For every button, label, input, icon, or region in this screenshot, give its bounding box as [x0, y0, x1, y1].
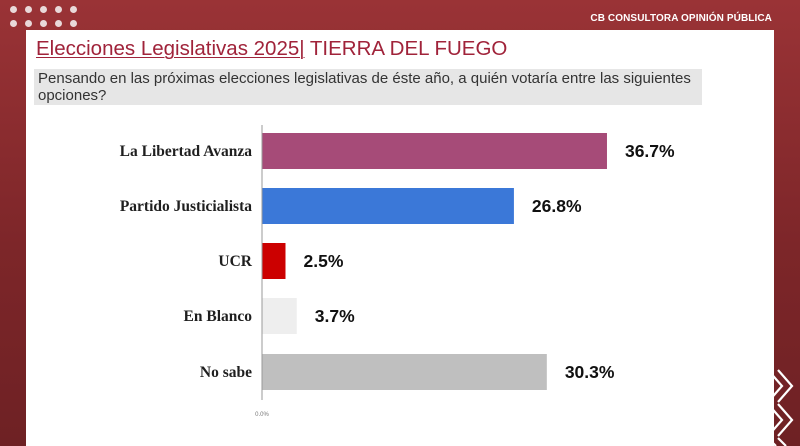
- survey-question: Pensando en las próximas elecciones legi…: [34, 69, 702, 105]
- dot: [40, 6, 47, 13]
- value-label: 3.7%: [315, 306, 355, 326]
- value-label: 26.8%: [532, 196, 582, 216]
- content-card: Elecciones Legislativas 2025| TIERRA DEL…: [26, 30, 774, 446]
- dot: [25, 6, 32, 13]
- dot: [10, 6, 17, 13]
- value-label: 30.3%: [565, 362, 615, 382]
- brand-name: CB CONSULTORA OPINIÓN PÚBLICA: [590, 13, 772, 24]
- dot: [40, 20, 47, 27]
- dot: [25, 20, 32, 27]
- x-tick-label: 0.0%: [255, 412, 269, 418]
- bar: [262, 188, 514, 224]
- category-label: En Blanco: [184, 308, 253, 325]
- category-label: No sabe: [200, 364, 252, 381]
- bar: [262, 133, 607, 169]
- bar: [262, 354, 547, 390]
- dot: [70, 20, 77, 27]
- value-label: 36.7%: [625, 141, 675, 161]
- bar: [262, 298, 297, 334]
- category-label: La Libertad Avanza: [120, 143, 253, 160]
- dot: [70, 6, 77, 13]
- bar: [262, 243, 286, 279]
- category-label: Partido Justicialista: [120, 198, 252, 215]
- value-label: 2.5%: [304, 251, 344, 271]
- bar-chart: La Libertad Avanza 36.7% Partido Justicial…: [120, 125, 675, 418]
- dot: [10, 20, 17, 27]
- category-label: UCR: [218, 253, 252, 270]
- title-region: TIERRA DEL FUEGO: [304, 37, 508, 60]
- dot: [55, 6, 62, 13]
- dot: [55, 20, 62, 27]
- chevron-decoration-icon: [757, 369, 794, 446]
- title-main: Elecciones Legislativas 2025|: [36, 37, 305, 60]
- decorative-dots: [8, 4, 98, 34]
- page-title: Elecciones Legislativas 2025| TIERRA DEL…: [36, 37, 507, 61]
